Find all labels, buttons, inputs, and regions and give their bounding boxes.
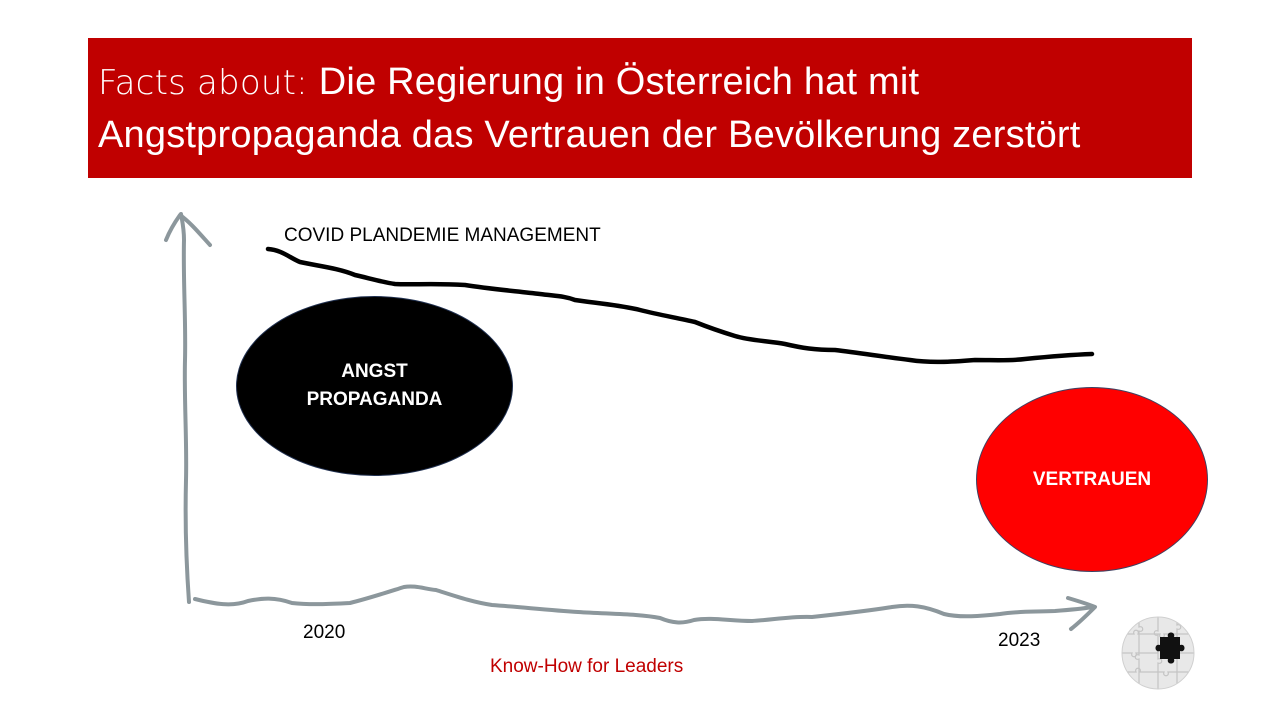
x-end-label: 2023 <box>998 630 1041 651</box>
title-main-line-1: Die Regierung in Österreich hat mit <box>318 61 920 103</box>
x-axis-arrowhead <box>1066 596 1097 631</box>
angst-propaganda-line-2: PROPAGANDA <box>306 389 443 410</box>
x-axis <box>193 584 1095 625</box>
footer-tagline: Know-How for Leaders <box>490 656 684 677</box>
x-start-label: 2020 <box>303 622 346 643</box>
title-banner: Facts about: Die Regierung in Österreich… <box>88 38 1192 178</box>
angst-propaganda-bubble: ANGST PROPAGANDA <box>236 296 513 476</box>
angst-propaganda-label: ANGST PROPAGANDA <box>307 358 443 414</box>
y-axis-arrowhead <box>164 213 212 247</box>
title-line-1: Facts about: Die Regierung in Österreich… <box>98 56 1192 109</box>
vertrauen-bubble: VERTRAUEN <box>976 387 1208 572</box>
title-line-2: Angstpropaganda das Vertrauen der Bevölk… <box>98 109 1192 161</box>
trend-curve <box>265 246 1095 365</box>
angst-propaganda-line-1: ANGST <box>341 361 408 382</box>
y-axis <box>179 212 191 604</box>
title-prefix: Facts about: <box>98 63 319 103</box>
vertrauen-label: VERTRAUEN <box>1032 468 1152 490</box>
puzzle-icon <box>1121 616 1195 690</box>
puzzle-dark-piece <box>1155 632 1185 664</box>
curve-label: COVID PLANDEMIE MANAGEMENT <box>284 225 601 246</box>
title-main-line-2: Angstpropaganda das Vertrauen der Bevölk… <box>98 114 1081 156</box>
